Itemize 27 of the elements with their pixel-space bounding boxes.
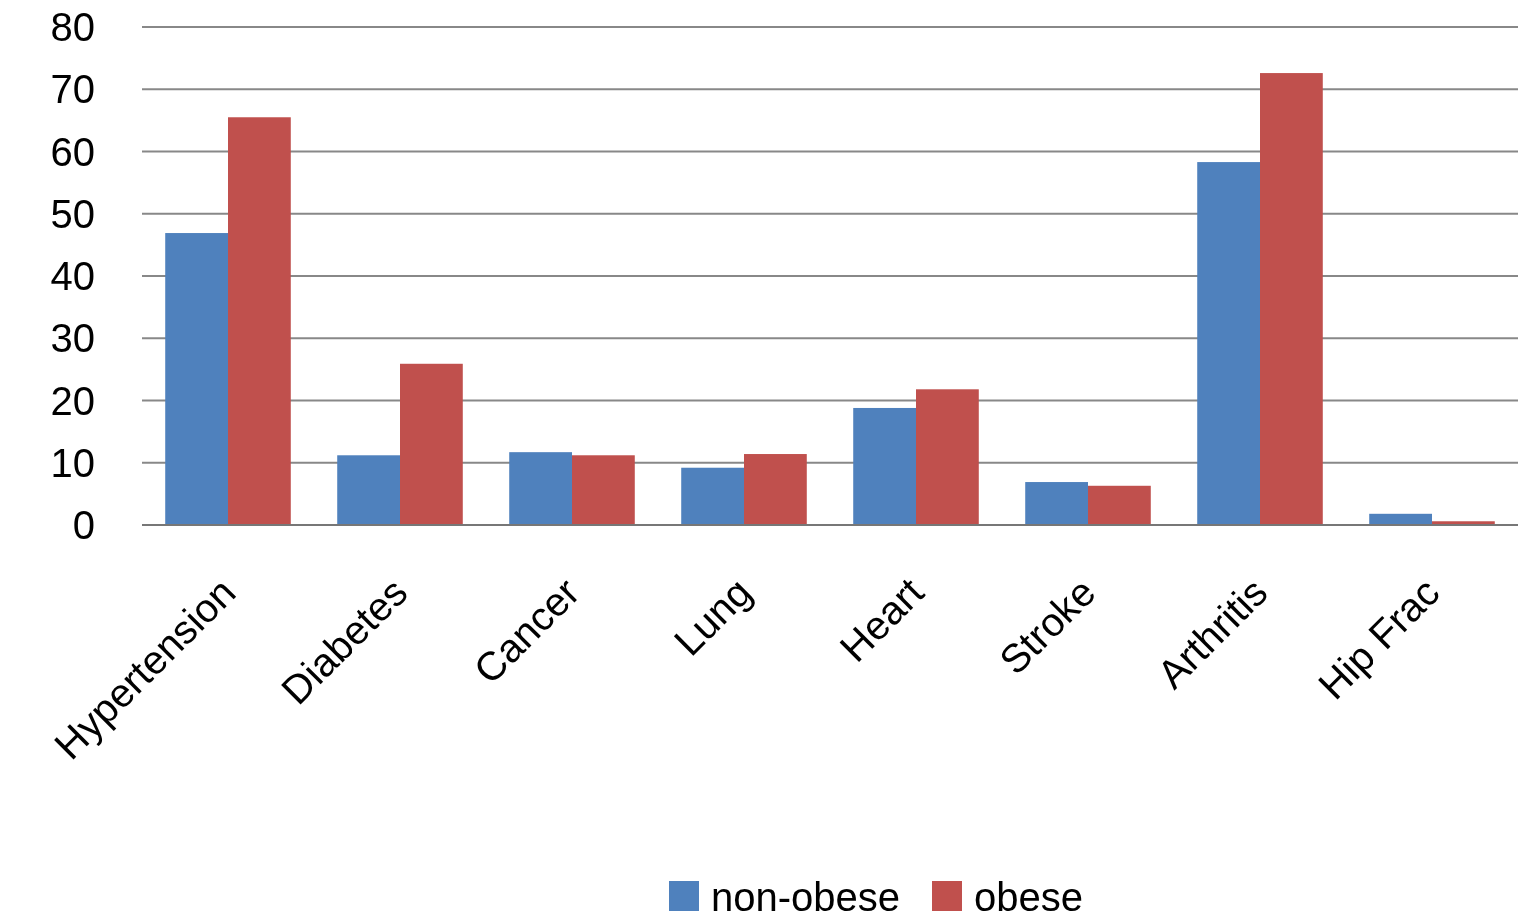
y-tick-label: 30 xyxy=(50,316,95,361)
bar xyxy=(1197,162,1260,525)
bar xyxy=(853,407,916,525)
bar xyxy=(509,452,572,525)
y-tick-label: 50 xyxy=(50,191,95,236)
legend-label: non-obese xyxy=(711,875,901,919)
legend-label: obese xyxy=(974,875,1083,919)
y-tick-label: 10 xyxy=(50,440,95,485)
bar xyxy=(337,455,400,525)
bar xyxy=(1369,513,1432,525)
bar xyxy=(228,117,291,525)
bar xyxy=(400,363,463,525)
y-tick-label: 40 xyxy=(50,254,95,298)
bar xyxy=(165,233,228,525)
y-tick-label: 70 xyxy=(50,67,95,112)
y-tick-label: 60 xyxy=(50,129,95,174)
x-tick-label: Hip Frac xyxy=(1309,569,1448,708)
bar xyxy=(1260,73,1323,525)
bar xyxy=(681,467,744,525)
y-tick-label: 20 xyxy=(50,378,95,423)
bar xyxy=(1088,485,1151,525)
y-tick-label: 0 xyxy=(72,503,95,547)
y-tick-label: 80 xyxy=(50,5,95,49)
bar xyxy=(916,389,979,525)
bar xyxy=(744,454,807,525)
bar xyxy=(572,455,635,525)
bar xyxy=(1025,482,1088,525)
